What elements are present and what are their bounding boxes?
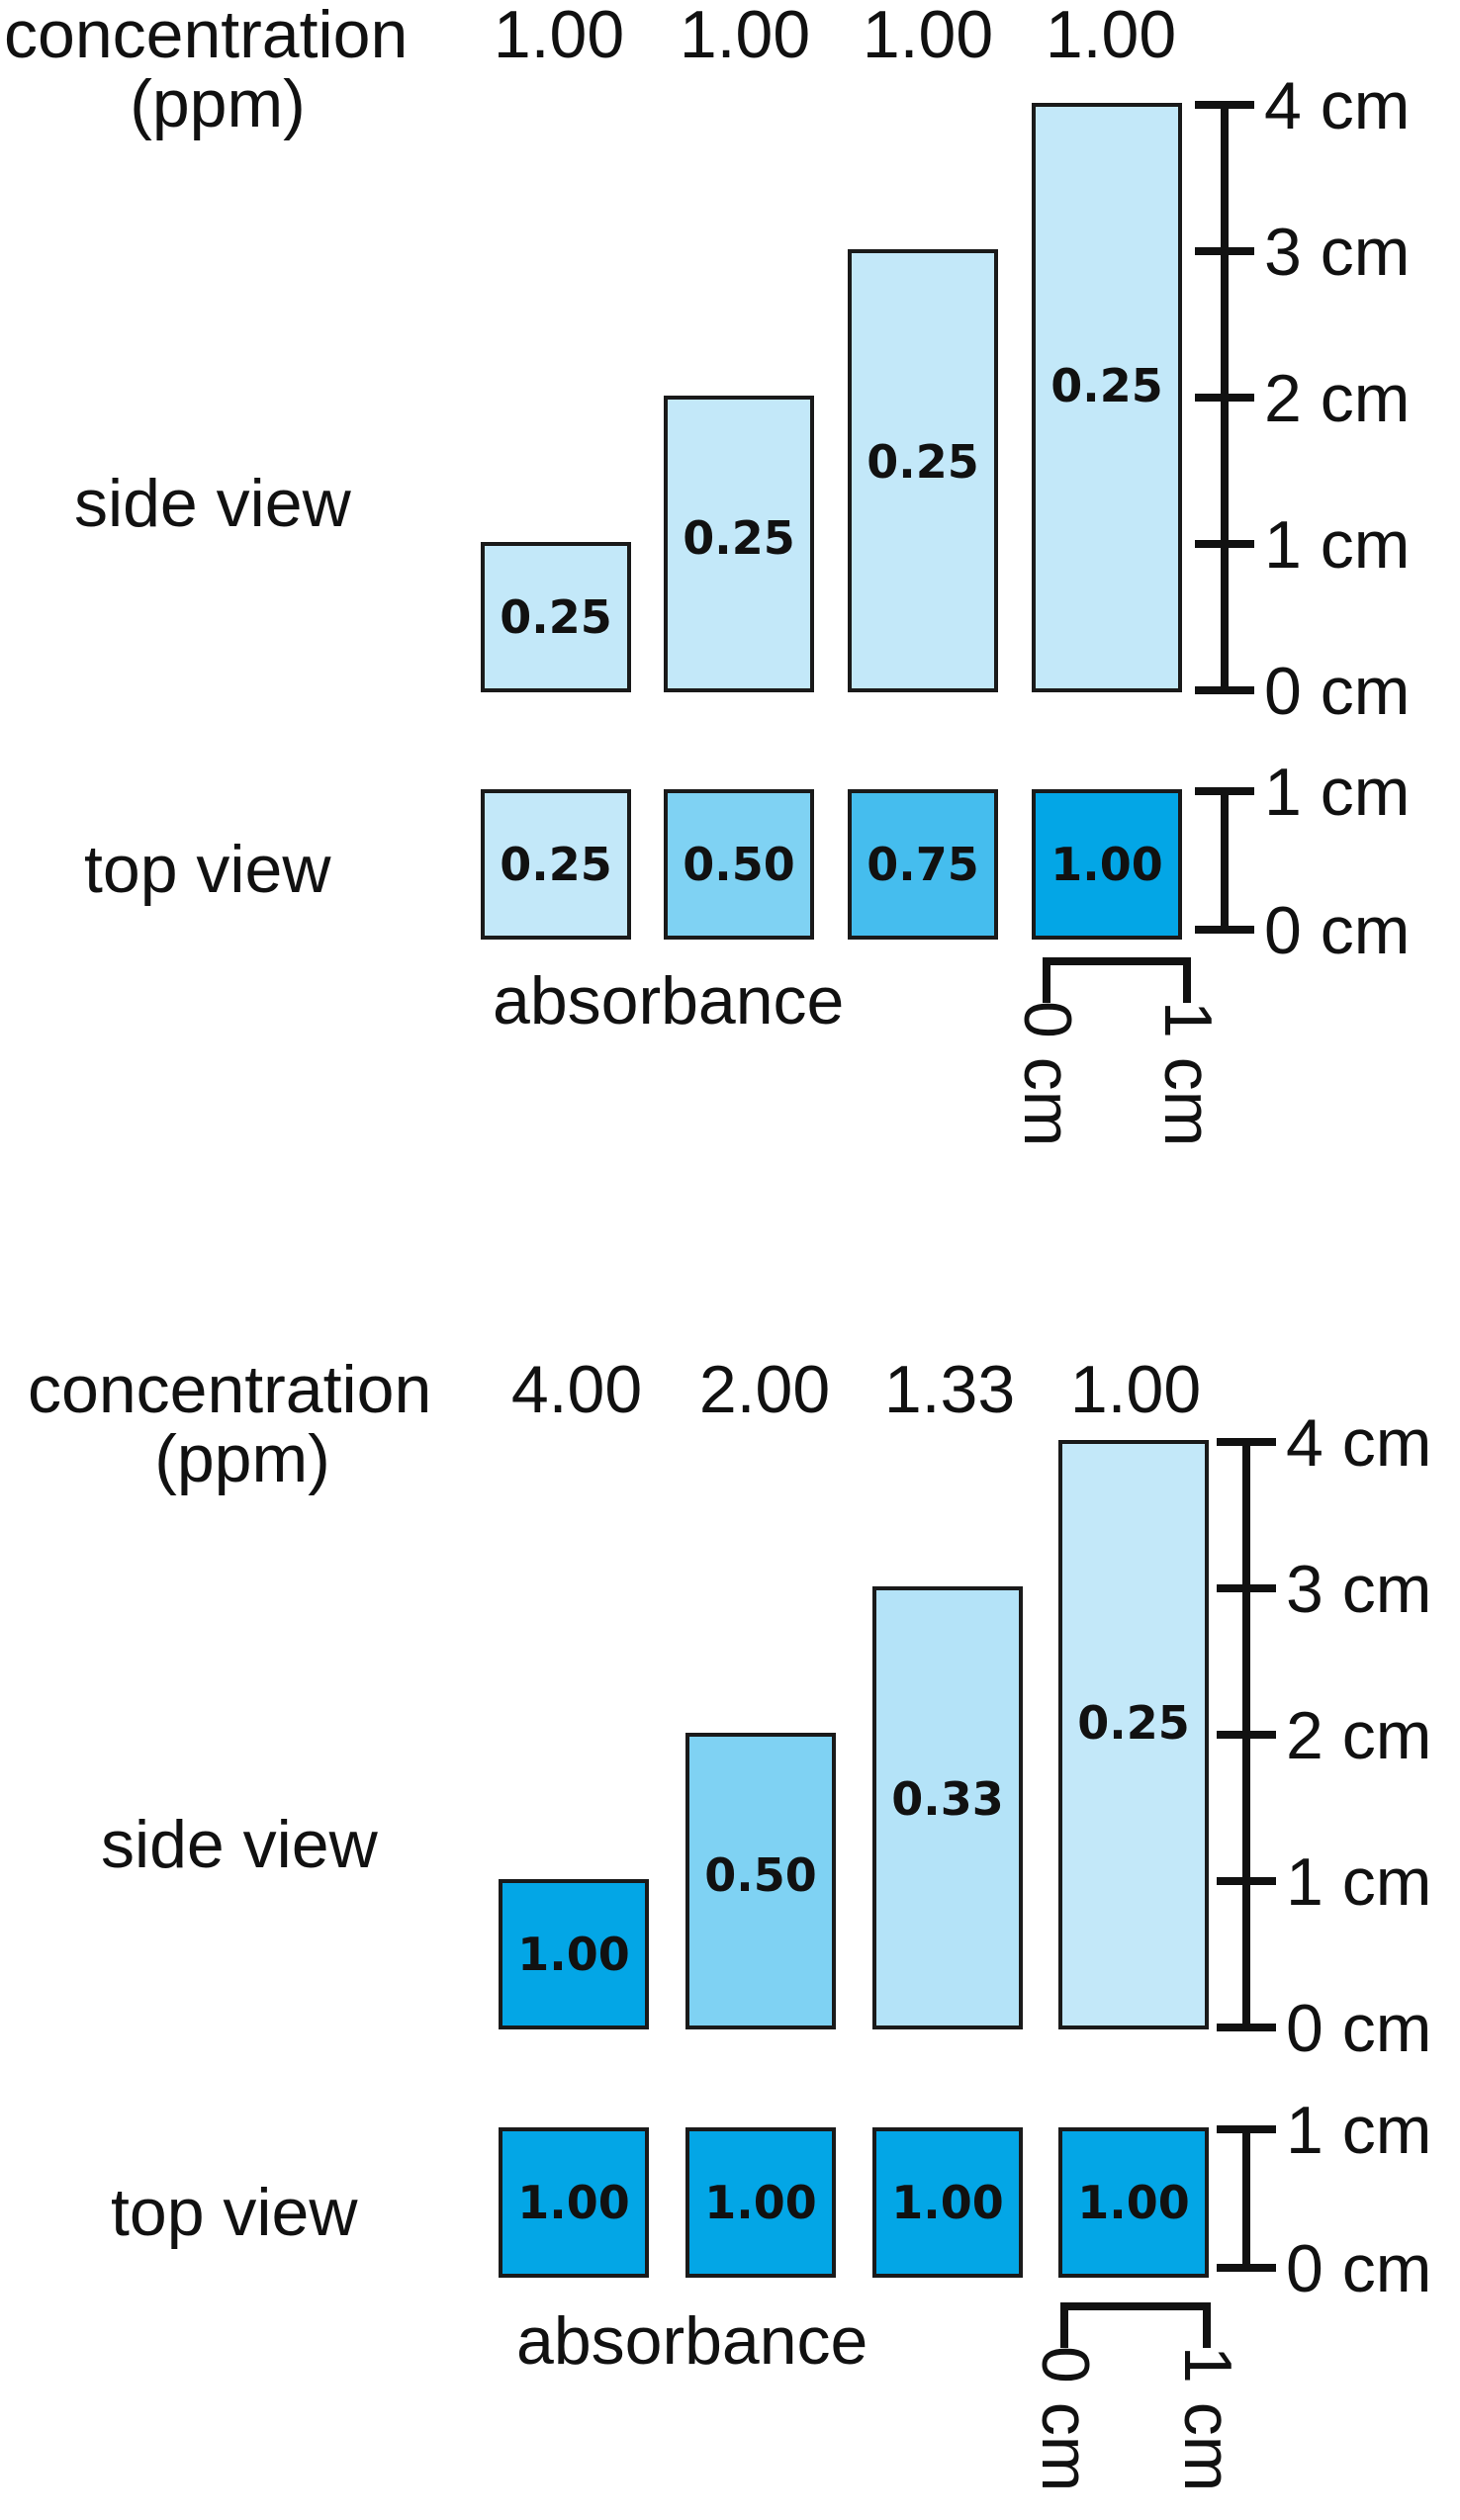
- panel2-side-view-box: [1058, 1440, 1209, 2029]
- panel1-top-view-label: top view: [84, 832, 331, 907]
- panel1-side-absorbance-value: 0.25: [683, 511, 795, 565]
- panel1-height-scale-label: 1 cm: [1264, 507, 1410, 583]
- panel1-height-scale-label: 0 cm: [1264, 654, 1410, 729]
- panel2-depth-scale-label: 1 cm: [1286, 2093, 1431, 2168]
- panel2-top-view-label: top view: [111, 2175, 358, 2250]
- panel1-concentration-value: 1.00: [863, 0, 993, 72]
- panel2-width-scale-label: 1 cm: [1170, 2346, 1245, 2491]
- panel1-side-view-label: side view: [74, 466, 352, 541]
- panel2-width-scale-bar: [1060, 2302, 1211, 2348]
- panel2-side-absorbance-value: 0.25: [1077, 1696, 1190, 1750]
- panel2-concentration-label: concentration: [28, 1352, 431, 1427]
- panel2-side-absorbance-value: 0.33: [891, 1772, 1004, 1826]
- panel1-height-scale-label: 2 cm: [1264, 361, 1410, 436]
- panel1-concentration-value: 1.00: [494, 0, 624, 72]
- panel2-top-view-box: [872, 2127, 1023, 2278]
- panel2-side-view-label: side view: [101, 1807, 379, 1882]
- panel2-height-scale-label: 1 cm: [1286, 1845, 1431, 1920]
- panel1-top-absorbance-value: 0.25: [500, 838, 612, 891]
- panel1-side-view-box: [848, 249, 998, 692]
- panel1-depth-scale-label: 1 cm: [1264, 755, 1410, 830]
- panel1-side-view-box: [481, 542, 631, 692]
- panel2-concentration-unit: (ppm): [154, 1421, 330, 1496]
- panel2-concentration-value: 1.33: [884, 1352, 1015, 1427]
- panel1-top-view-box: [848, 789, 998, 940]
- panel1-width-scale-label: 0 cm: [1010, 1001, 1085, 1146]
- panel1-width-scale-label: 1 cm: [1150, 1001, 1226, 1146]
- panel2-depth-scale-label: 0 cm: [1286, 2231, 1431, 2306]
- panel1-side-absorbance-value: 0.25: [867, 435, 979, 489]
- panel1-side-absorbance-value: 0.25: [1050, 359, 1163, 412]
- panel2-top-view-box: [499, 2127, 649, 2278]
- panel2-side-absorbance-value: 0.50: [704, 1848, 817, 1902]
- panel1-side-view-box: [1032, 103, 1182, 692]
- panel1-side-absorbance-value: 0.25: [500, 590, 612, 644]
- panel2-height-scale-label: 0 cm: [1286, 1991, 1431, 2066]
- panel2-absorbance-label: absorbance: [516, 2303, 867, 2379]
- panel2-side-view-box: [872, 1586, 1023, 2029]
- panel2-concentration-value: 1.00: [1070, 1352, 1201, 1427]
- panel1-top-absorbance-value: 0.75: [867, 838, 979, 891]
- panel1-top-view-box: [1032, 789, 1182, 940]
- panel1-concentration-label: concentration: [4, 0, 408, 72]
- panel1-concentration-value: 1.00: [1046, 0, 1176, 72]
- panel1-top-view-box: [481, 789, 631, 940]
- panel2-width-scale-label: 0 cm: [1028, 2346, 1103, 2491]
- panel2-side-absorbance-value: 1.00: [517, 1928, 630, 1981]
- panel1-absorbance-label: absorbance: [493, 963, 844, 1038]
- panel2-top-absorbance-value: 1.00: [704, 2176, 817, 2229]
- panel1-top-absorbance-value: 0.50: [683, 838, 795, 891]
- panel1-height-scale-label: 4 cm: [1264, 68, 1410, 143]
- panel1-top-view-box: [664, 789, 814, 940]
- panel1-top-absorbance-value: 1.00: [1050, 838, 1163, 891]
- panel1-side-view-box: [664, 396, 814, 692]
- panel1-concentration-value: 1.00: [680, 0, 810, 72]
- panel2-top-absorbance-value: 1.00: [1077, 2176, 1190, 2229]
- panel2-top-view-box: [685, 2127, 836, 2278]
- panel2-height-scale-label: 4 cm: [1286, 1405, 1431, 1481]
- panel2-side-view-box: [685, 1733, 836, 2029]
- panel1-concentration-unit: (ppm): [130, 66, 306, 141]
- panel2-height-scale-label: 3 cm: [1286, 1552, 1431, 1627]
- panel2-top-absorbance-value: 1.00: [891, 2176, 1004, 2229]
- panel1-width-scale-bar: [1043, 957, 1191, 1003]
- panel1-depth-scale-label: 0 cm: [1264, 893, 1410, 968]
- panel2-side-view-box: [499, 1879, 649, 2029]
- panel2-concentration-value: 2.00: [699, 1352, 830, 1427]
- panel2-height-scale-label: 2 cm: [1286, 1698, 1431, 1773]
- panel2-top-view-box: [1058, 2127, 1209, 2278]
- panel2-top-absorbance-value: 1.00: [517, 2176, 630, 2229]
- panel1-height-scale-label: 3 cm: [1264, 215, 1410, 290]
- panel2-concentration-value: 4.00: [511, 1352, 642, 1427]
